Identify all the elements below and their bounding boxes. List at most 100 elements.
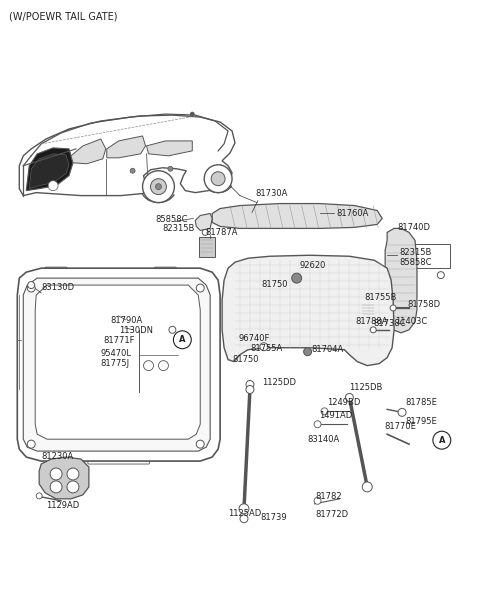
Text: 11403C: 11403C [395, 317, 427, 326]
Circle shape [67, 468, 79, 480]
Text: 81772D: 81772D [315, 509, 348, 519]
FancyBboxPatch shape [155, 267, 176, 279]
Circle shape [169, 327, 176, 333]
Text: 83140A: 83140A [308, 435, 340, 444]
Circle shape [67, 481, 79, 493]
Circle shape [239, 504, 249, 514]
Circle shape [48, 181, 58, 191]
FancyBboxPatch shape [361, 303, 376, 315]
Text: 92620: 92620 [300, 261, 326, 270]
Text: 81758D: 81758D [407, 300, 440, 310]
Circle shape [36, 493, 42, 499]
Text: 1249BD: 1249BD [327, 398, 361, 407]
Text: 81755B: 81755B [364, 293, 396, 302]
Polygon shape [195, 213, 212, 230]
Text: 81740D: 81740D [397, 224, 430, 233]
Text: 1125AD: 1125AD [228, 509, 261, 518]
Text: 1130DN: 1130DN [119, 326, 153, 335]
Circle shape [168, 166, 173, 171]
Circle shape [314, 421, 321, 428]
Polygon shape [17, 268, 220, 461]
Circle shape [196, 440, 204, 448]
FancyBboxPatch shape [140, 353, 173, 377]
Circle shape [304, 347, 312, 356]
Text: 85858C: 85858C [156, 215, 188, 224]
Circle shape [398, 408, 406, 416]
FancyBboxPatch shape [88, 450, 150, 464]
Circle shape [50, 468, 62, 480]
Text: 81795E: 81795E [405, 417, 437, 426]
Text: 81771F: 81771F [104, 336, 135, 345]
FancyBboxPatch shape [396, 245, 450, 268]
Circle shape [28, 282, 35, 289]
Circle shape [211, 172, 225, 185]
Circle shape [196, 284, 204, 292]
Circle shape [158, 361, 168, 371]
FancyBboxPatch shape [62, 404, 171, 445]
FancyBboxPatch shape [248, 278, 283, 306]
Text: 81775J: 81775J [101, 359, 130, 368]
Circle shape [260, 343, 268, 350]
Text: 81782: 81782 [315, 492, 342, 501]
Text: 81755A: 81755A [250, 344, 282, 353]
Circle shape [314, 498, 321, 504]
Text: 81730A: 81730A [255, 188, 288, 197]
Circle shape [390, 305, 396, 311]
Circle shape [202, 230, 208, 236]
Text: 1491AD: 1491AD [320, 411, 353, 420]
Polygon shape [146, 141, 192, 156]
Polygon shape [35, 285, 200, 439]
Circle shape [321, 408, 328, 415]
Text: A: A [439, 436, 445, 445]
Polygon shape [29, 154, 69, 188]
FancyBboxPatch shape [124, 326, 182, 395]
FancyBboxPatch shape [292, 278, 326, 306]
Circle shape [362, 482, 372, 492]
Circle shape [190, 112, 194, 116]
Polygon shape [19, 115, 235, 196]
Text: 1125DB: 1125DB [349, 383, 383, 392]
Text: 81750: 81750 [261, 280, 288, 289]
Text: (W/POEWR TAIL GATE): (W/POEWR TAIL GATE) [9, 12, 118, 22]
Polygon shape [212, 203, 382, 228]
Text: 81770E: 81770E [384, 422, 416, 431]
Text: 81738C: 81738C [373, 319, 406, 328]
Circle shape [292, 273, 301, 283]
Circle shape [437, 271, 444, 279]
Text: 1125DD: 1125DD [262, 378, 296, 387]
Circle shape [144, 361, 154, 371]
Text: A: A [179, 335, 186, 344]
Text: 96740F: 96740F [238, 334, 269, 343]
Polygon shape [385, 228, 417, 333]
Circle shape [246, 386, 254, 393]
Text: 82315B: 82315B [399, 248, 432, 257]
Text: 81788A: 81788A [355, 317, 388, 326]
Polygon shape [222, 255, 394, 365]
FancyBboxPatch shape [31, 179, 56, 188]
Polygon shape [26, 148, 73, 191]
FancyBboxPatch shape [199, 237, 215, 257]
Text: 81760A: 81760A [336, 209, 369, 218]
Circle shape [346, 393, 353, 401]
Circle shape [130, 168, 135, 173]
Polygon shape [71, 139, 106, 164]
Polygon shape [107, 136, 145, 158]
Text: 81785E: 81785E [405, 398, 437, 407]
Text: 82315B: 82315B [162, 224, 195, 233]
Circle shape [156, 184, 161, 190]
Circle shape [246, 380, 254, 389]
Circle shape [240, 515, 248, 523]
Text: 1129AD: 1129AD [46, 501, 79, 510]
Circle shape [27, 440, 35, 448]
Text: 81790A: 81790A [111, 316, 143, 325]
Text: 83130D: 83130D [41, 283, 74, 292]
Text: 81704A: 81704A [312, 345, 344, 354]
Text: 81739: 81739 [260, 513, 287, 522]
Text: 81787A: 81787A [205, 228, 238, 237]
Polygon shape [39, 457, 89, 499]
Circle shape [143, 171, 174, 203]
Polygon shape [23, 278, 210, 451]
Circle shape [151, 179, 167, 194]
Circle shape [50, 481, 62, 493]
Text: 81750: 81750 [232, 355, 259, 364]
